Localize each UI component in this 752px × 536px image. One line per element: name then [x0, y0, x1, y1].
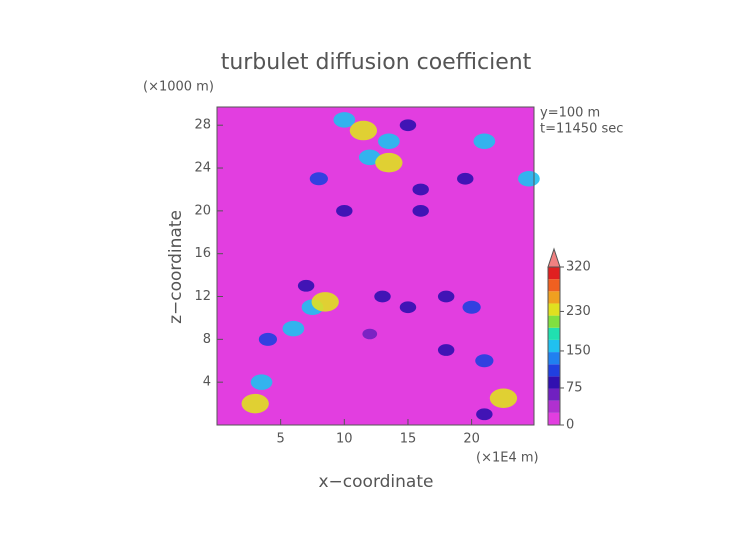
y-tick-label: 4 — [203, 375, 211, 390]
contour-spot — [473, 133, 496, 150]
contour-spot — [362, 328, 378, 340]
contour-spot — [412, 183, 429, 196]
contour-spot — [457, 172, 474, 185]
contour-spot — [399, 119, 417, 132]
colorbar-tick-label: 75 — [566, 380, 583, 395]
y-tick-label: 8 — [203, 332, 211, 347]
y-tick-label: 20 — [194, 203, 211, 218]
colorbar-band — [548, 400, 560, 413]
colorbar-tick-label: 150 — [566, 343, 591, 358]
contour-spot — [437, 290, 455, 303]
colorbar-band — [548, 291, 560, 304]
contour-spot — [437, 344, 455, 356]
colorbar-band — [548, 267, 560, 280]
x-tick-label: 10 — [336, 432, 353, 447]
x-axis-label: x−coordinate — [319, 472, 434, 492]
y-unit: (×1000 m) — [143, 80, 214, 95]
colorbar-tick-label: 0 — [566, 418, 574, 433]
contour-spot — [412, 204, 429, 217]
plot-frame — [216, 106, 535, 426]
colorbar-band — [548, 388, 560, 401]
contour-spot — [282, 320, 305, 337]
colorbar-band — [548, 315, 560, 328]
colorbar-frame — [547, 266, 561, 426]
contour-spot — [358, 149, 381, 166]
colorbar-band — [548, 412, 560, 425]
contour-spot — [349, 120, 378, 141]
y-axis-label: z−coordinate — [166, 210, 186, 324]
colorbar-band — [548, 303, 560, 316]
y-tick-label: 12 — [194, 289, 211, 304]
contour-spot — [375, 152, 403, 173]
colorbar-band — [548, 339, 560, 353]
x-tick-label: 20 — [463, 432, 480, 447]
contour-spot — [475, 354, 494, 368]
y-tick-label: 24 — [194, 161, 211, 176]
colorbar-band — [548, 376, 560, 389]
contour-spot — [518, 170, 540, 187]
contour-spot — [311, 292, 339, 312]
y-tick-label: 16 — [194, 246, 211, 261]
contour-spot — [476, 408, 493, 421]
contour-spot — [333, 112, 356, 128]
colorbar-tick-label: 320 — [566, 260, 591, 275]
contour-spot — [489, 388, 518, 408]
contour-spot — [374, 290, 391, 303]
colorbar-band — [548, 364, 560, 377]
contour-spot — [462, 300, 481, 314]
annotation: y=100 m — [540, 106, 600, 121]
contour-spot — [250, 374, 273, 390]
colorbar-band — [548, 279, 560, 292]
contour-spot — [336, 204, 353, 217]
contour-spot — [258, 332, 278, 346]
x-tick-label: 15 — [400, 432, 417, 447]
colorbar-tick-label: 230 — [566, 304, 591, 319]
colorbar-over — [547, 247, 561, 268]
colorbar-band — [548, 327, 560, 340]
contour-spot — [309, 172, 328, 186]
contour-spot — [297, 279, 315, 292]
x-tick-label: 5 — [277, 432, 285, 447]
colorbar-band — [548, 352, 560, 365]
contour-spot — [399, 301, 417, 314]
contour-spot — [378, 133, 400, 150]
annotation: t=11450 sec — [540, 122, 623, 137]
x-unit: (×1E4 m) — [476, 451, 539, 466]
y-tick-label: 28 — [194, 118, 211, 133]
chart-title: turbulet diffusion coefficient — [221, 50, 532, 75]
contour-spot — [241, 393, 269, 414]
